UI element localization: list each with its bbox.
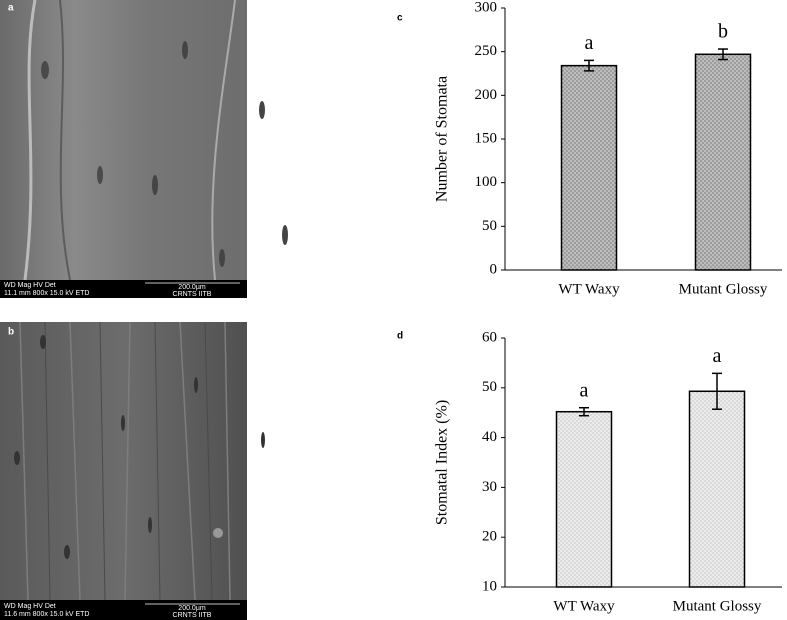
panel-label: b: [8, 327, 14, 338]
bar-label: a: [713, 345, 722, 367]
y-tick-label: 60: [482, 329, 497, 345]
lab: CRNTS IITB: [173, 291, 212, 298]
x-tick-label: Mutant Glossy: [679, 281, 768, 297]
y-tick-label: 150: [475, 130, 498, 146]
bar: [688, 390, 746, 588]
sem-image-b: b WD Mag HV Det 11.6 mm 800x 15.0 kV ETD…: [0, 321, 265, 620]
x-tick-label: Mutant Glossy: [673, 598, 762, 614]
panel-label: a: [8, 3, 14, 14]
bar-label: b: [718, 21, 728, 43]
y-axis-label: Stomatal Index (%): [434, 400, 451, 525]
info-values: 11.1 mm 800x 15.0 kV ETD: [4, 290, 89, 297]
y-tick-label: 100: [475, 174, 498, 190]
y-tick-label: 250: [475, 43, 498, 59]
bar-label: a: [580, 379, 589, 401]
y-axis-label: Number of Stomata: [434, 76, 451, 202]
info-header: WD Mag HV Det: [4, 282, 56, 289]
scale-bar: 200.0µm: [178, 605, 206, 612]
y-tick-label: 30: [482, 479, 497, 495]
panel-label: c: [397, 13, 403, 24]
y-tick-label: 300: [475, 0, 498, 15]
y-tick-label: 10: [482, 578, 497, 594]
sem-image-a: a WD Mag HV Det 11.1 mm 800x 15.0 kV ETD…: [0, 0, 288, 298]
y-tick-label: 200: [475, 87, 498, 103]
bar: [555, 410, 613, 588]
x-tick-label: WT Waxy: [558, 281, 620, 297]
y-tick-label: 20: [482, 529, 497, 545]
y-tick-label: 0: [490, 261, 498, 277]
info-values: 11.6 mm 800x 15.0 kV ETD: [4, 611, 89, 618]
panel-label: d: [397, 331, 403, 342]
y-tick-label: 50: [482, 218, 497, 234]
lab: CRNTS IITB: [173, 612, 212, 619]
y-tick-label: 40: [482, 429, 497, 445]
scale-bar: 200.0µm: [178, 284, 206, 291]
bar: [560, 64, 618, 271]
bar: [694, 53, 752, 271]
y-tick-label: 50: [482, 379, 497, 395]
x-tick-label: WT Waxy: [553, 598, 615, 614]
info-header: WD Mag HV Det: [4, 603, 56, 610]
bar-label: a: [585, 32, 594, 54]
